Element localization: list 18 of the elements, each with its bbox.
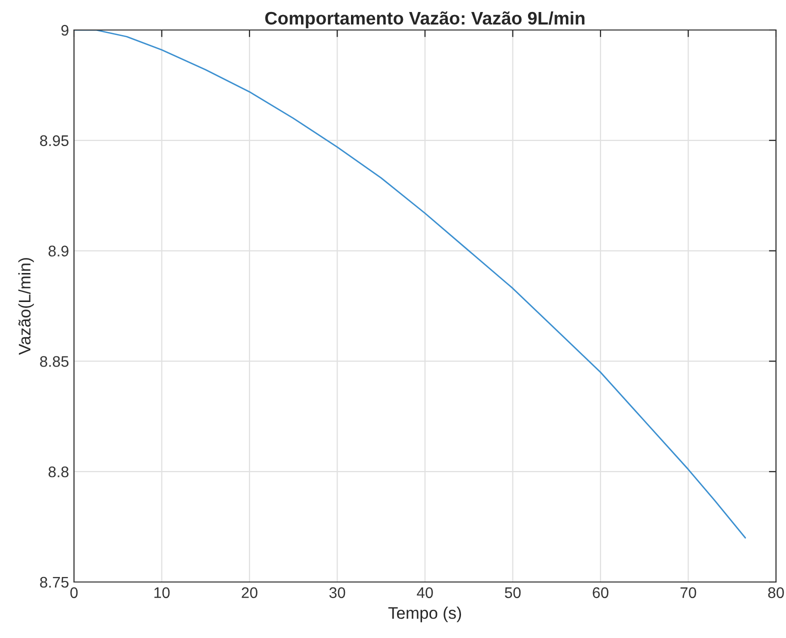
y-tick-label: 9 [61, 24, 68, 36]
y-tick-label: 8.85 [40, 356, 68, 367]
y-tick-label: 8.75 [40, 576, 68, 588]
x-tick-label: 70 [680, 587, 696, 598]
chart-title: Comportamento Vazão: Vazão 9L/min [265, 11, 584, 28]
x-tick-label: 20 [242, 587, 258, 598]
y-tick-label: 8.8 [48, 466, 68, 478]
x-tick-label: 50 [504, 587, 521, 598]
x-axis-title: Tempo (s) [388, 606, 462, 622]
x-tick-label: 60 [592, 587, 608, 598]
x-tick-label: 80 [768, 587, 784, 598]
x-tick-label: 0 [70, 587, 78, 598]
y-tick-label: 8.95 [40, 135, 68, 146]
x-tick-label: 10 [154, 587, 170, 598]
x-tick-label: 30 [329, 587, 346, 598]
y-axis-title: Vazão(L/min) [18, 258, 34, 355]
y-tick-label: 8.9 [48, 246, 68, 256]
x-tick-label: 40 [416, 587, 433, 598]
